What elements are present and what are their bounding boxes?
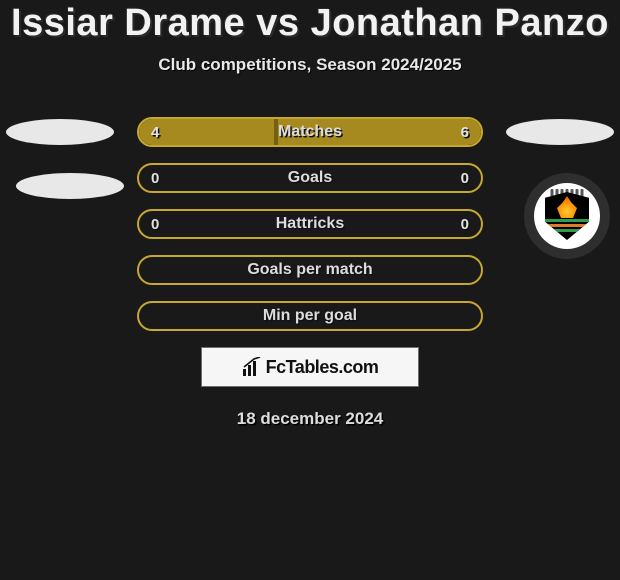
left-badge-placeholder-1 (6, 119, 114, 145)
page-title: Issiar Drame vs Jonathan Panzo (0, 2, 620, 45)
stat-bar-fill-right (276, 119, 481, 145)
branding-text: FcTables.com (266, 357, 379, 378)
stat-row: Goals per match (137, 255, 483, 285)
right-club-crest (524, 173, 610, 259)
stat-bar-track (137, 255, 483, 285)
crest-flame-icon (557, 196, 577, 218)
crest-shield-icon (545, 192, 589, 240)
stat-row: Matches46 (137, 117, 483, 147)
stat-row: Goals00 (137, 163, 483, 193)
footer-date: 18 december 2024 (0, 409, 620, 429)
stat-bar-track (137, 301, 483, 331)
page-subtitle: Club competitions, Season 2024/2025 (0, 55, 620, 75)
crest-waves-icon (545, 219, 589, 234)
stat-bar-fill-left (139, 119, 276, 145)
stat-row: Min per goal (137, 301, 483, 331)
stat-bar-track (137, 209, 483, 239)
comparison-card: Issiar Drame vs Jonathan Panzo Club comp… (0, 0, 620, 429)
branding-box: FcTables.com (201, 347, 419, 387)
stat-bar-track (137, 163, 483, 193)
right-badge-placeholder-1 (506, 119, 614, 145)
stat-block: Matches46 Goals00 Hattricks00 Goals per mat… (0, 117, 620, 429)
branding-chart-icon (242, 357, 262, 377)
stat-bar-track (137, 117, 483, 147)
stat-row: Hattricks00 (137, 209, 483, 239)
stat-bars: Matches46 Goals00 Hattricks00 Goals per mat… (137, 117, 483, 331)
left-badge-placeholder-2 (16, 173, 124, 199)
